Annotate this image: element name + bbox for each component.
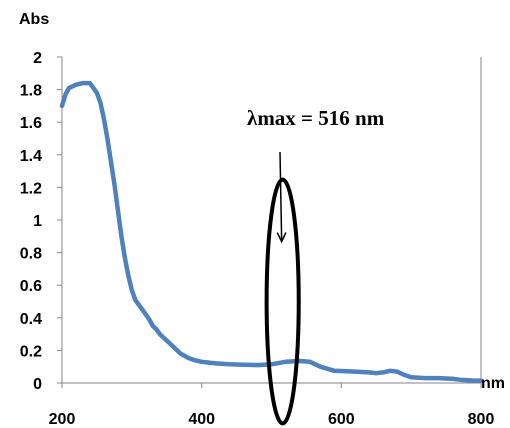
axes-group: [57, 56, 482, 388]
y-tick-label: 0: [33, 376, 42, 393]
y-tick-label: 0.4: [20, 311, 42, 328]
annotation-group: λmax = 516 nm: [247, 106, 385, 426]
y-tick-label: 1.4: [20, 148, 42, 165]
y-tick-label: 1: [33, 213, 42, 230]
x-axis-label: nm: [481, 375, 505, 392]
y-axis-label: Abs: [19, 11, 49, 28]
absorbance-series-line: [59, 80, 484, 383]
x-tick-label: 200: [49, 411, 76, 428]
y-tick-label: 0.2: [20, 343, 42, 360]
y-tick-label: 1.2: [20, 180, 42, 197]
lambda-max-annotation: λmax = 516 nm: [247, 106, 385, 130]
x-tick-label: 600: [328, 411, 355, 428]
annotation-arrow: [279, 151, 283, 242]
y-tick-label: 1.6: [20, 115, 42, 132]
y-tick-label: 1.8: [20, 83, 42, 100]
peak-highlight-ellipse: [264, 177, 301, 426]
y-tick-label: 0.6: [20, 278, 42, 295]
y-tick-label: 2: [33, 50, 42, 67]
annotation-arrowhead: [276, 232, 287, 244]
series-group: [59, 80, 484, 383]
x-tick-label: 400: [188, 411, 215, 428]
x-tick-label: 800: [468, 411, 495, 428]
tick-labels-group: 0 0.2 0.4 0.6 0.8 1 1.2 1.4 1.6 1.8 2 200 400 600 800: [20, 50, 495, 428]
y-tick-label: 0.8: [20, 246, 42, 263]
